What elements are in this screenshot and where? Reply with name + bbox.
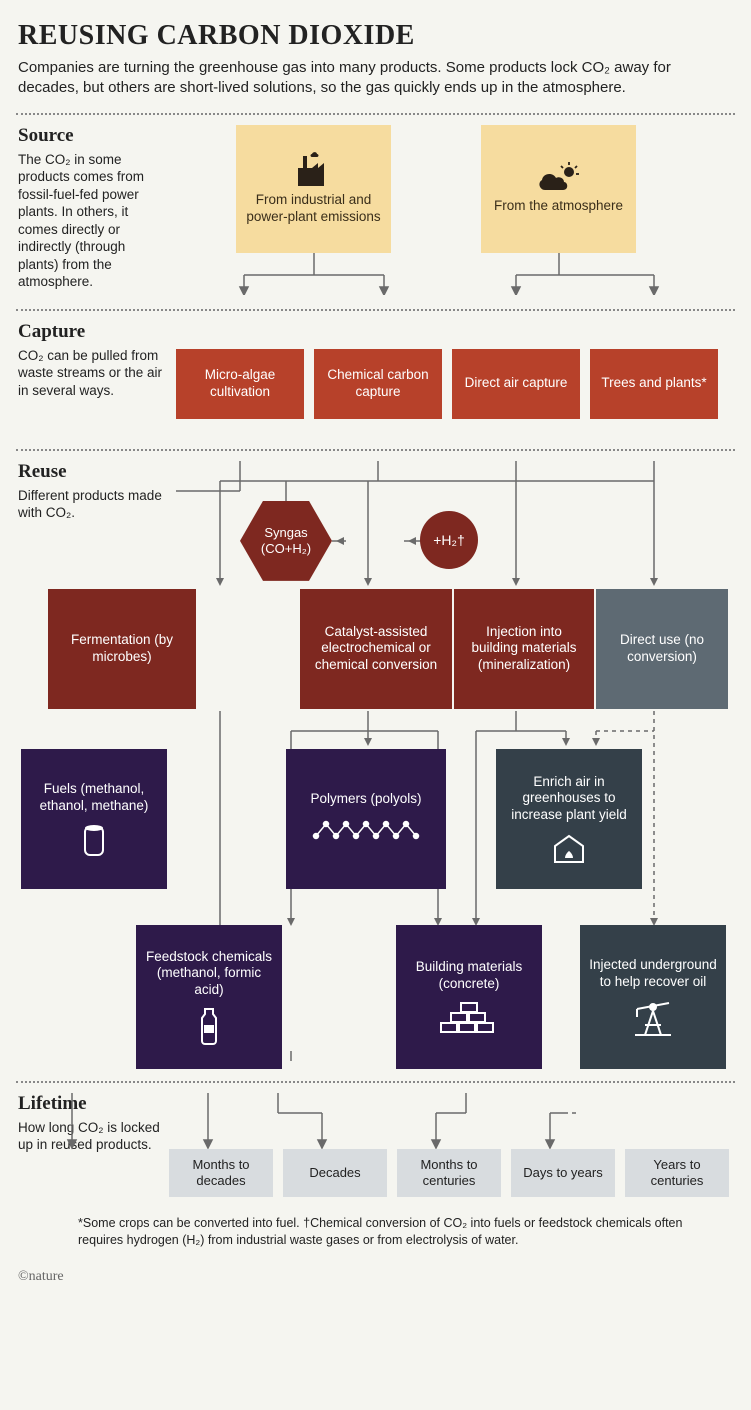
- process-injection: Injection into building materials (miner…: [454, 589, 594, 709]
- source-atmosphere-label: From the atmosphere: [494, 198, 623, 215]
- lifetime-3: Days to years: [511, 1149, 615, 1197]
- source-desc: The CO₂ in some products comes from foss…: [18, 151, 164, 291]
- bricks-icon: [439, 1001, 499, 1035]
- capture-microalgae: Micro-algae cultivation: [176, 349, 304, 419]
- section-capture: Capture CO₂ can be pulled from waste str…: [18, 311, 733, 449]
- capture-heading: Capture: [18, 321, 164, 343]
- intro-text: Companies are turning the greenhouse gas…: [18, 58, 698, 99]
- product-polymers: Polymers (polyols): [286, 749, 446, 889]
- lifetime-4: Years to centuries: [625, 1149, 729, 1197]
- process-direct: Direct use (no conversion): [596, 589, 728, 709]
- source-heading: Source: [18, 125, 164, 147]
- product-feedstock: Feedstock chemicals (methanol, formic ac…: [136, 925, 282, 1069]
- section-lifetime: Lifetime How long CO₂ is locked up in re…: [18, 1083, 733, 1207]
- product-greenhouse: Enrich air in greenhouses to increase pl…: [496, 749, 642, 889]
- capture-trees: Trees and plants*: [590, 349, 718, 419]
- footnote: *Some crops can be converted into fuel. …: [18, 1207, 688, 1253]
- source-industrial-label: From industrial and power-plant emission…: [244, 192, 383, 226]
- can-icon: [81, 823, 107, 857]
- source-atmosphere: From the atmosphere: [481, 125, 636, 253]
- lifetime-2: Months to centuries: [397, 1149, 501, 1197]
- process-fermentation: Fermentation (by microbes): [48, 589, 196, 709]
- section-source: Source The CO₂ in some products comes fr…: [18, 115, 733, 309]
- product-fuels: Fuels (methanol, ethanol, methane): [21, 749, 167, 889]
- page-title: REUSING CARBON DIOXIDE: [18, 20, 733, 52]
- capture-dac: Direct air capture: [452, 349, 580, 419]
- cloud-sun-icon: [537, 162, 581, 192]
- bottle-icon: [197, 1007, 221, 1045]
- process-catalyst: Catalyst-assisted electrochemical or che…: [300, 589, 452, 709]
- reuse-desc: Different products made with CO₂.: [18, 487, 164, 522]
- reuse-heading: Reuse: [18, 461, 164, 483]
- source-industrial: From industrial and power-plant emission…: [236, 125, 391, 253]
- product-underground: Injected underground to help recover oil: [580, 925, 726, 1069]
- lifetime-0: Months to decades: [169, 1149, 273, 1197]
- syngas-node: Syngas (CO+H₂): [240, 501, 332, 581]
- capture-desc: CO₂ can be pulled from waste streams or …: [18, 347, 164, 400]
- oil-pump-icon: [631, 999, 675, 1037]
- product-building: Building materials (concrete): [396, 925, 542, 1069]
- h2-node: +H₂†: [420, 511, 478, 569]
- copyright: ©nature: [0, 1263, 751, 1295]
- greenhouse-icon: [551, 832, 587, 864]
- polymer-icon: [311, 816, 421, 846]
- factory-icon: [294, 152, 334, 186]
- section-reuse: Reuse Different products made with CO₂.: [18, 451, 733, 1081]
- capture-chemical: Chemical carbon capture: [314, 349, 442, 419]
- lifetime-1: Decades: [283, 1149, 387, 1197]
